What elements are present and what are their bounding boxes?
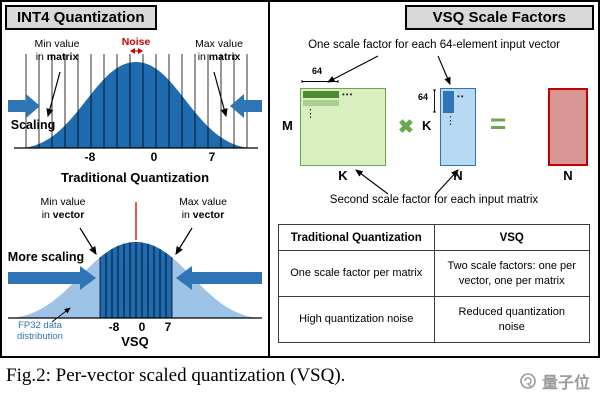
green-vector-length-label: 64 (312, 66, 323, 76)
max-pointer-arrow-icon (175, 227, 193, 256)
fp32-distribution-label: FP32 data distribution (17, 320, 63, 343)
green-vector-segment (303, 91, 339, 98)
vector-scale-factor-note: One scale factor for each 64-element inp… (308, 39, 560, 51)
output-matrix-red (548, 88, 588, 166)
matrix-dim-K-label-blue: K (422, 118, 432, 133)
min-value-matrix-label: Min value in matrix (34, 38, 80, 64)
ellipsis-vertical: ⋮ (445, 115, 456, 127)
matrix-dim-N-label-red: N (563, 168, 573, 183)
noise-gap-arrow-icon (130, 48, 143, 54)
min-pointer-arrow-icon (79, 227, 97, 256)
note-to-green-vector-arrow-icon (327, 55, 379, 83)
traditional-quantization-plot (8, 48, 262, 149)
qbitai-logo-icon (520, 373, 536, 389)
fp32-pointer-arrow-icon (51, 307, 71, 323)
blue-64-bracket-icon (433, 89, 436, 113)
table-cell: Two scale factors: one per vector, one p… (433, 250, 590, 297)
max-pointer-arrow-icon (213, 71, 228, 118)
axis-tick-minus8: -8 (108, 320, 120, 334)
panel-divider (268, 2, 270, 356)
matrix-dim-N-label-blue: N (453, 168, 463, 183)
green-vector-segment-2 (303, 100, 339, 106)
table-row-noise: High quantization noise Reduced quantiza… (278, 296, 590, 343)
note-to-blue-matrix-arrow-icon (435, 169, 459, 195)
figure-caption: Fig.2: Per-vector scaled quantization (V… (6, 365, 346, 386)
max-value-vector-label: Max value in vector (179, 196, 227, 222)
panel-int4-quantization: INT4 Quantization (2, 2, 268, 356)
scaling-arrow-left-icon (8, 94, 40, 118)
equals-operator: = (489, 108, 507, 139)
table-header-row: Traditional Quantization VSQ (278, 224, 590, 251)
input-matrix-green: ••• ⋮ (300, 88, 386, 166)
matrix-dim-M-label: M (282, 118, 293, 133)
panel-vsq-scale-factors: VSQ Scale Factors One scale factor for e… (270, 2, 598, 356)
vsq-diagram: Min value in vector Max value in vector … (6, 196, 264, 356)
axis-tick-zero: 0 (150, 150, 158, 164)
scaling-arrow-right-icon (230, 94, 262, 118)
ellipsis-vertical: ⋮ (305, 108, 316, 120)
ellipsis-horizontal: •• (457, 92, 465, 101)
table-header-traditional: Traditional Quantization (278, 224, 435, 251)
table-cell: One scale factor per matrix (278, 250, 435, 297)
matrix-scale-factor-note: Second scale factor for each input matri… (329, 194, 539, 206)
note-to-green-matrix-arrow-icon (355, 169, 389, 195)
more-scaling-arrow-left-icon (8, 266, 96, 290)
bell-curve-shape (20, 62, 252, 148)
multiply-operator: ✖ (398, 117, 414, 138)
traditional-quantization-caption: Traditional Quantization (60, 170, 210, 185)
input-matrix-blue: •• ⋮ (440, 88, 476, 166)
traditional-quantization-diagram: Noise Min value in matrix Max value in m… (6, 36, 264, 194)
vsq-caption: VSQ (121, 334, 149, 349)
right-panel-title: VSQ Scale Factors (404, 5, 594, 30)
figure-frame: INT4 Quantization (0, 0, 600, 358)
comparison-table: Traditional Quantization VSQ One scale f… (278, 224, 590, 343)
more-scaling-arrow-right-icon (176, 266, 262, 290)
axis-tick-minus8: -8 (84, 150, 96, 164)
vector-quantization-lines (99, 242, 173, 318)
table-header-vsq: VSQ (433, 224, 590, 251)
matrix-dim-K-label: K (338, 168, 348, 183)
left-panel-title: INT4 Quantization (5, 5, 157, 30)
noise-label: Noise (121, 36, 151, 48)
axis-tick-seven: 7 (208, 150, 216, 164)
axis-tick-seven: 7 (164, 320, 172, 334)
matrix-multiplication-diagram: 64 64 ••• ⋮ M K ✖ •• ⋮ K N = (270, 54, 598, 218)
axis-tick-zero: 0 (138, 320, 146, 334)
more-scaling-label: More scaling (7, 250, 85, 264)
vsq-plot (8, 202, 262, 323)
blue-vector-segment (443, 91, 454, 113)
watermark-text: 量子位 (541, 375, 590, 392)
green-64-bracket-icon (301, 80, 339, 83)
table-cell: High quantization noise (278, 296, 435, 343)
table-cell: Reduced quantization noise (433, 296, 590, 343)
blue-vector-length-label: 64 (418, 92, 429, 102)
min-value-vector-label: Min value in vector (40, 196, 86, 222)
min-pointer-arrow-icon (46, 71, 61, 118)
watermark: 量子位 (519, 369, 590, 393)
table-row-scale-factors: One scale factor per matrix Two scale fa… (278, 250, 590, 297)
caption-bar: Fig.2: Per-vector scaled quantization (V… (0, 358, 600, 404)
ellipsis-horizontal: ••• (342, 90, 354, 99)
max-value-matrix-label: Max value in matrix (195, 38, 243, 64)
matrix-annotation-arrows (301, 55, 459, 195)
note-to-blue-vector-arrow-icon (437, 55, 451, 86)
scaling-label: Scaling (10, 118, 56, 132)
